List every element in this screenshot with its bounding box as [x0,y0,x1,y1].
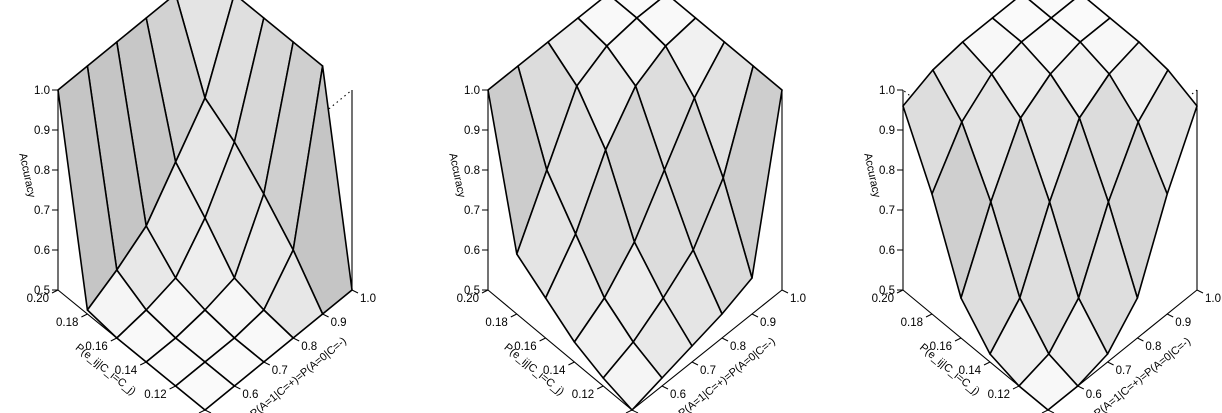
x-axis-tick-label: 0.8 [1145,341,1161,353]
z-axis-tick-label: 0.9 [34,125,50,137]
y-axis-tick-label: 0.18 [56,317,78,329]
z-axis-tick-label: 1.0 [879,85,895,97]
y-axis-tick [139,361,147,366]
y-axis-tick [568,361,575,366]
z-axis-tick-label: 0.7 [879,205,895,217]
x-axis-tick-label: 0.7 [1116,365,1132,377]
chart-panel-majorclust: MajorClust0.50.60.70.80.91.0Accuracy0.10… [446,0,806,413]
z-axis-tick-label: 0.6 [464,245,480,257]
y-axis-tick [51,289,59,294]
y-axis-tick [596,385,604,390]
x-axis-tick-label: 1.0 [360,293,376,305]
y-axis-tick [539,337,546,342]
y-axis-tick [954,337,962,342]
y-axis-tick [169,385,176,390]
z-axis-tick-label: 0.6 [34,245,50,257]
y-axis-tick [983,361,991,366]
x-axis-tick-label: 0.9 [1175,317,1191,329]
box-bottom-left-edge [57,289,206,411]
z-axis-tick-label: 0.5 [879,285,895,297]
x-axis-tick-label: 0.6 [670,389,686,401]
x-axis-tick [292,337,300,342]
x-axis-tick [234,385,241,390]
z-axis-tick-label: 0.6 [879,245,895,257]
x-axis-tick [721,337,729,342]
y-axis-tick [81,313,88,318]
chart-panel-spectral: Spectral0.50.60.70.80.91.0Accuracy0.100.… [861,0,1221,413]
x-axis-tick [1166,313,1174,318]
box-bottom-left-edge [902,289,1049,411]
y-axis-tick [925,313,933,318]
y-axis-tick-label: 0.18 [901,317,923,329]
box-bottom-left-edge [487,289,633,411]
y-axis-tick [896,289,904,294]
y-axis-tick [510,313,518,318]
x-axis-tick [1077,385,1085,390]
y-axis-tick-label: 0.12 [988,389,1010,401]
z-axis-tick-label: 0.7 [34,205,50,217]
x-axis-tick-label: 1.0 [1205,293,1221,305]
box-bottom-right-edge [204,289,353,411]
z-axis-tick-label: 0.9 [879,125,895,137]
y-axis-tick-label: 0.16 [85,341,107,353]
x-axis-tick-label: 0.8 [730,341,746,353]
z-axis-tick-label: 0.7 [464,205,480,217]
x-axis-tick-label: 0.7 [700,365,716,377]
x-axis-tick-label: 0.6 [1086,389,1102,401]
y-axis-tick-label: 0.14 [543,365,566,377]
z-axis-tick-label: 0.8 [464,165,480,177]
y-axis-tick-label: 0.20 [27,293,49,305]
box-bottom-right-edge [1047,289,1198,411]
y-axis-tick [1012,385,1020,390]
y-axis-tick-label: 0.12 [572,389,594,401]
x-axis-tick [691,361,699,366]
x-axis-tick [781,289,789,294]
y-axis-tick-label: 0.12 [144,389,166,401]
x-axis-tick [661,385,669,390]
x-axis-tick [1137,337,1144,342]
y-axis-tick-label: 0.20 [872,293,894,305]
x-axis-tick [351,289,359,294]
x-axis-tick-label: 0.8 [301,341,317,353]
x-axis-tick-label: 0.6 [242,389,258,401]
z-axis-tick-label: 0.8 [34,165,50,177]
x-axis-tick [322,313,329,318]
x-axis-tick-label: 0.9 [760,317,776,329]
x-axis-tick-label: 0.7 [272,365,288,377]
z-axis-tick-label: 1.0 [464,85,480,97]
x-axis-tick [1107,361,1114,366]
z-axis-tick-label: 0.8 [879,165,895,177]
z-axis-tick-label: 1.0 [34,85,50,97]
z-axis-tick-label: 0.9 [464,125,480,137]
y-axis-tick [481,289,489,294]
x-axis-tick-label: 1.0 [790,293,806,305]
y-axis-tick-label: 0.14 [959,365,982,377]
y-axis-tick [110,337,118,342]
x-axis-tick-label: 0.9 [331,317,347,329]
x-axis-tick [751,313,759,318]
y-axis-tick-label: 0.16 [514,341,536,353]
surface-facet [602,341,663,411]
z-axis-tick-label: 0.5 [34,285,50,297]
x-axis-tick [263,361,271,366]
y-axis-tick-label: 0.14 [115,365,138,377]
y-axis-tick-label: 0.18 [485,317,507,329]
box-bottom-right-edge [631,289,783,411]
y-axis-tick-label: 0.20 [457,293,479,305]
z-axis-tick-label: 0.5 [464,285,480,297]
x-axis-tick [1196,289,1204,294]
y-axis-tick-label: 0.16 [930,341,952,353]
chart-panel-karger: Karger0.50.60.70.80.91.0Accuracy0.100.12… [16,0,376,413]
